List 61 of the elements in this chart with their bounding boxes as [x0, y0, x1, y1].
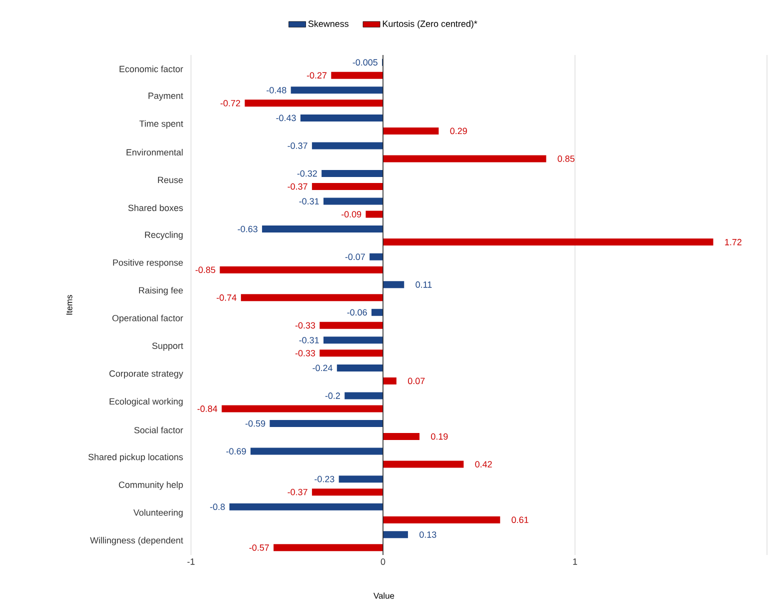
data-label: -0.57: [249, 544, 269, 551]
data-label: -0.37: [288, 488, 308, 496]
y-tick-label: Social factor: [134, 426, 184, 434]
y-tick-label: Community help: [118, 481, 183, 490]
data-label: -0.27: [306, 72, 327, 79]
y-tick-label: Operational factor: [112, 314, 184, 324]
data-label: -0.48: [266, 86, 286, 94]
data-label: -0.33: [295, 350, 316, 356]
x-tick-label: -1: [187, 558, 195, 565]
y-tick-label: Reuse: [158, 176, 183, 184]
data-label: 0.42: [475, 461, 492, 468]
data-label: -0.07: [345, 254, 365, 260]
x-tick-label: 1: [573, 558, 578, 565]
data-label: 0.07: [408, 378, 425, 384]
data-label: -0.37: [288, 142, 308, 149]
y-tick-label: Volunteering: [133, 509, 183, 518]
data-label: 1.72: [725, 238, 742, 246]
data-label: 0.19: [431, 433, 448, 440]
y-tick-label: Time spent: [139, 120, 184, 129]
y-tick-label: Payment: [148, 92, 184, 101]
data-label: -0.31: [299, 336, 319, 344]
data-label: -0.31: [299, 198, 319, 204]
y-tick-label: Shared pickup locations: [88, 454, 183, 462]
data-label: -0.005: [352, 59, 378, 66]
y-tick-label: Economic factor: [120, 66, 184, 72]
data-label: -0.74: [216, 294, 236, 301]
data-label: 0.85: [558, 156, 574, 162]
y-tick-label: Recycling: [145, 231, 183, 240]
y-tick-label: Corporate strategy: [109, 370, 184, 379]
data-label: -0.06: [347, 309, 367, 316]
data-label: -0.43: [276, 114, 296, 122]
legend-label: Skewness: [308, 20, 348, 27]
data-label: -0.8: [210, 504, 225, 510]
data-label: -0.2: [325, 392, 340, 399]
data-label: 0.11: [416, 281, 432, 288]
data-label: -0.72: [220, 100, 240, 106]
x-tick-label: 0: [380, 558, 386, 565]
data-label: -0.69: [226, 448, 246, 454]
y-tick-label: Shared boxes: [128, 204, 183, 212]
y-axis-title: Items: [66, 294, 72, 315]
data-label: -0.59: [245, 420, 266, 427]
y-tick-label: Ecological working: [110, 398, 183, 406]
data-label: 0.13: [420, 531, 436, 538]
data-label: -0.32: [297, 170, 317, 177]
data-label: -0.85: [196, 266, 216, 274]
y-tick-label: Support: [152, 342, 184, 351]
y-tick-label: Raising fee: [139, 286, 183, 296]
data-label: -0.84: [197, 406, 218, 412]
legend-label: Kurtosis (Zero centred)*: [382, 20, 478, 29]
y-tick-label: Positive response: [113, 259, 183, 268]
data-label: 0.61: [512, 516, 528, 524]
y-tick-label: Environmental: [126, 148, 183, 156]
x-axis-title: Value: [373, 592, 394, 599]
data-label: -0.33: [295, 322, 316, 329]
data-label: -0.09: [341, 211, 362, 218]
data-label: -0.63: [238, 226, 258, 232]
data-label: -0.24: [312, 364, 332, 372]
data-label: -0.23: [314, 476, 334, 482]
data-label: -0.37: [288, 183, 308, 190]
y-tick-label: Willingness (dependent: [90, 536, 184, 546]
data-label: 0.29: [450, 128, 467, 134]
